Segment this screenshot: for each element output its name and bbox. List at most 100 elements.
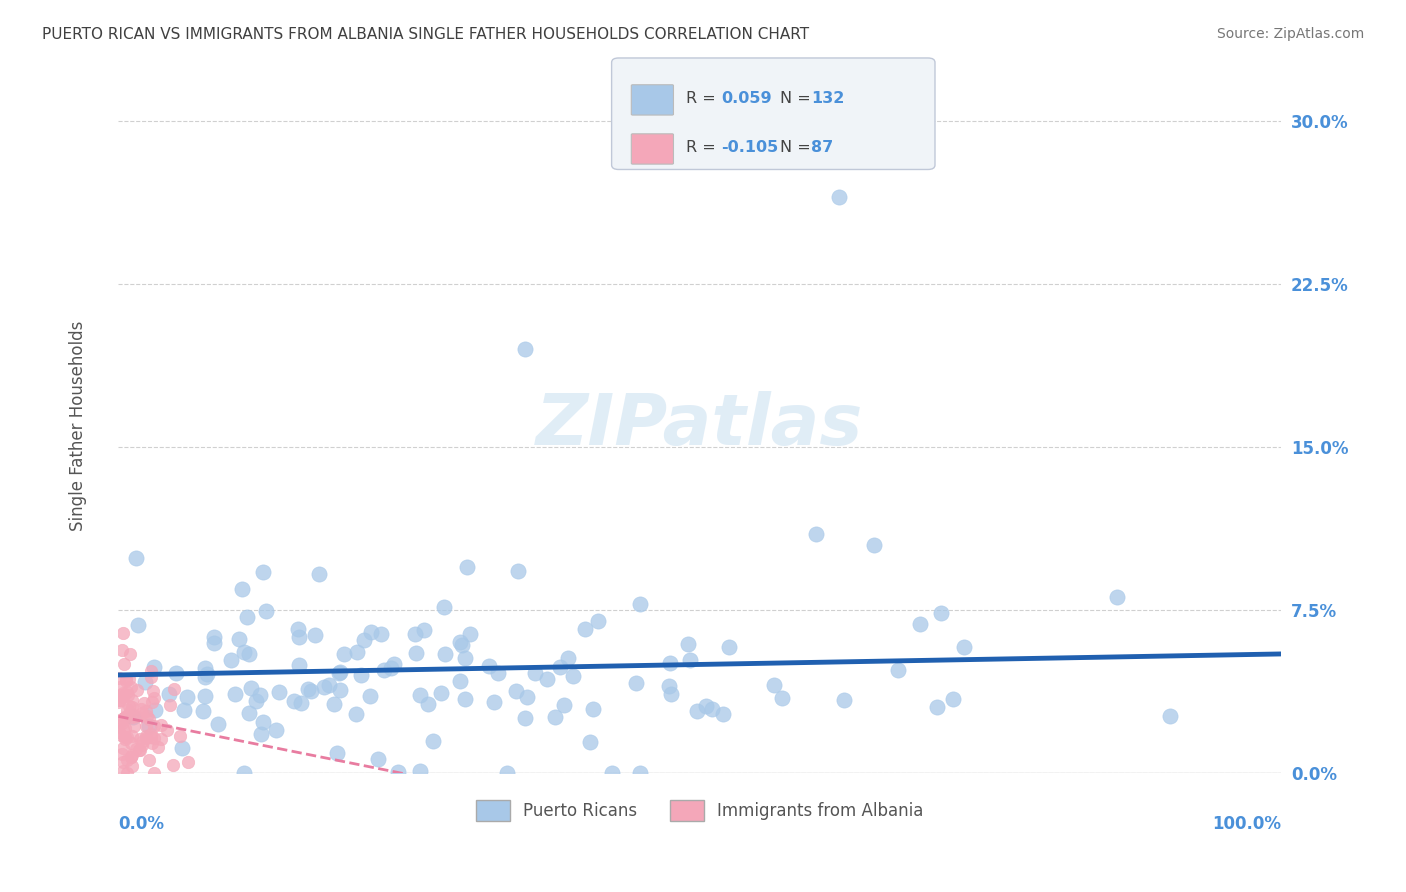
Puerto Ricans <box>416 697 439 711</box>
Puerto Ricans <box>176 690 198 705</box>
Text: R =: R = <box>686 140 721 154</box>
Immigrants from Albania <box>143 691 166 706</box>
Puerto Ricans <box>515 711 537 725</box>
Puerto Ricans <box>405 646 427 660</box>
Puerto Ricans <box>288 631 311 645</box>
Immigrants from Albania <box>114 710 136 724</box>
Immigrants from Albania <box>128 742 150 756</box>
Immigrants from Albania <box>110 688 132 702</box>
Puerto Ricans <box>515 342 537 356</box>
Immigrants from Albania <box>131 706 153 721</box>
Puerto Ricans <box>942 691 965 706</box>
Immigrants from Albania <box>139 730 162 744</box>
Text: Source: ZipAtlas.com: Source: ZipAtlas.com <box>1216 27 1364 41</box>
Puerto Ricans <box>828 190 851 204</box>
Puerto Ricans <box>233 645 256 659</box>
Immigrants from Albania <box>139 670 162 684</box>
Immigrants from Albania <box>114 721 136 735</box>
Puerto Ricans <box>170 741 193 756</box>
Puerto Ricans <box>173 703 195 717</box>
Puerto Ricans <box>353 633 375 648</box>
Immigrants from Albania <box>108 693 131 707</box>
Puerto Ricans <box>235 610 257 624</box>
Puerto Ricans <box>927 700 949 714</box>
Puerto Ricans <box>195 667 218 681</box>
Immigrants from Albania <box>136 709 159 723</box>
Puerto Ricans <box>125 551 148 566</box>
Puerto Ricans <box>658 656 681 670</box>
Puerto Ricans <box>325 746 347 760</box>
Immigrants from Albania <box>112 657 135 672</box>
Immigrants from Albania <box>120 680 142 694</box>
Puerto Ricans <box>679 653 702 667</box>
Puerto Ricans <box>586 614 609 628</box>
Puerto Ricans <box>231 582 253 596</box>
Puerto Ricans <box>228 632 250 646</box>
Puerto Ricans <box>283 693 305 707</box>
Puerto Ricans <box>496 766 519 780</box>
Puerto Ricans <box>449 635 471 649</box>
Immigrants from Albania <box>112 625 135 640</box>
Puerto Ricans <box>127 617 149 632</box>
Immigrants from Albania <box>108 725 131 739</box>
Immigrants from Albania <box>135 729 157 743</box>
Immigrants from Albania <box>118 647 141 661</box>
Immigrants from Albania <box>111 747 134 761</box>
Puerto Ricans <box>308 566 330 581</box>
Puerto Ricans <box>553 698 575 713</box>
Puerto Ricans <box>193 670 215 684</box>
Text: PUERTO RICAN VS IMMIGRANTS FROM ALBANIA SINGLE FATHER HOUSEHOLDS CORRELATION CHA: PUERTO RICAN VS IMMIGRANTS FROM ALBANIA … <box>42 27 810 42</box>
Puerto Ricans <box>249 688 271 702</box>
Puerto Ricans <box>506 564 529 578</box>
Puerto Ricans <box>318 678 340 692</box>
Immigrants from Albania <box>111 764 134 778</box>
Puerto Ricans <box>297 681 319 696</box>
Immigrants from Albania <box>115 766 138 780</box>
Puerto Ricans <box>582 702 605 716</box>
Puerto Ricans <box>299 683 322 698</box>
Puerto Ricans <box>482 695 505 709</box>
Puerto Ricans <box>219 653 242 667</box>
Puerto Ricans <box>717 640 740 654</box>
Text: 87: 87 <box>811 140 834 154</box>
Puerto Ricans <box>422 734 444 748</box>
Immigrants from Albania <box>111 712 134 726</box>
Immigrants from Albania <box>135 719 157 733</box>
Immigrants from Albania <box>114 731 136 746</box>
Immigrants from Albania <box>138 753 160 767</box>
Immigrants from Albania <box>121 759 143 773</box>
Immigrants from Albania <box>138 712 160 726</box>
Puerto Ricans <box>288 657 311 672</box>
Puerto Ricans <box>659 687 682 701</box>
Immigrants from Albania <box>128 743 150 757</box>
Immigrants from Albania <box>114 710 136 724</box>
Puerto Ricans <box>329 682 352 697</box>
Immigrants from Albania <box>163 681 186 696</box>
Puerto Ricans <box>134 675 156 690</box>
Immigrants from Albania <box>143 731 166 746</box>
Puerto Ricans <box>804 527 827 541</box>
Immigrants from Albania <box>132 734 155 748</box>
Puerto Ricans <box>287 622 309 636</box>
Puerto Ricans <box>194 661 217 675</box>
Puerto Ricans <box>516 690 538 705</box>
Puerto Ricans <box>458 627 481 641</box>
Immigrants from Albania <box>121 729 143 743</box>
Puerto Ricans <box>1107 590 1129 604</box>
Puerto Ricans <box>953 640 976 654</box>
Text: R =: R = <box>686 91 721 105</box>
Immigrants from Albania <box>141 695 163 709</box>
Immigrants from Albania <box>122 718 145 732</box>
Puerto Ricans <box>409 689 432 703</box>
Immigrants from Albania <box>117 730 139 744</box>
Puerto Ricans <box>191 704 214 718</box>
Immigrants from Albania <box>139 727 162 741</box>
Immigrants from Albania <box>124 708 146 723</box>
Immigrants from Albania <box>134 697 156 711</box>
Puerto Ricans <box>562 669 585 683</box>
Immigrants from Albania <box>110 727 132 741</box>
Puerto Ricans <box>267 685 290 699</box>
Immigrants from Albania <box>142 719 165 733</box>
Immigrants from Albania <box>121 700 143 714</box>
Immigrants from Albania <box>142 683 165 698</box>
